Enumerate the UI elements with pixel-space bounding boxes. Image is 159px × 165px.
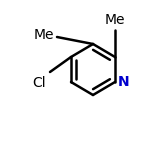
Text: Cl: Cl bbox=[32, 76, 46, 90]
Text: Me: Me bbox=[105, 13, 125, 27]
Text: N: N bbox=[118, 75, 130, 89]
Text: Me: Me bbox=[34, 28, 54, 42]
